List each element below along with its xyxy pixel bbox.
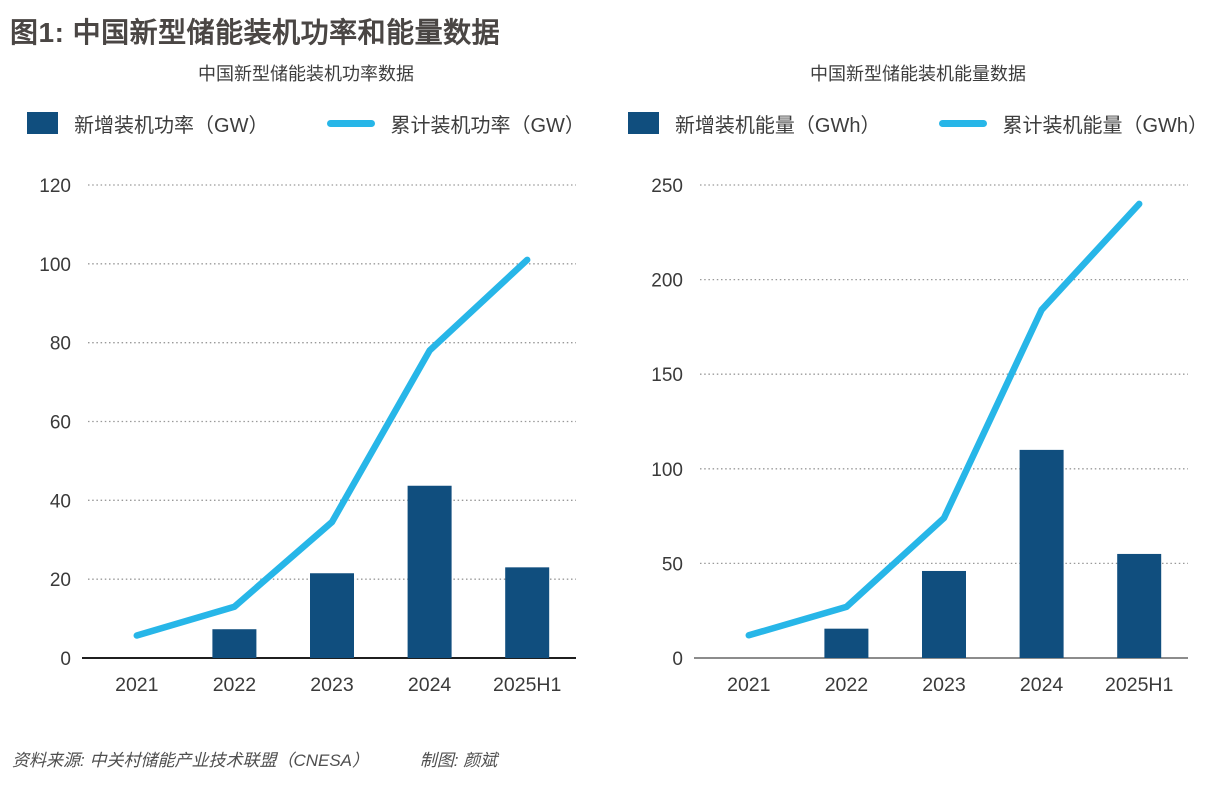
bar-2023 — [310, 573, 354, 658]
y-tick-label-60: 60 — [50, 413, 71, 434]
energy-chart: 中国新型储能装机能量数据 新增装机能量（GWh） 累计装机能量（GWh） 0 50… — [612, 64, 1224, 696]
power-chart: 中国新型储能装机功率数据 新增装机功率（GW） 累计装机功率（GW） 0 20 40… — [0, 64, 612, 696]
cumulative-line — [133, 256, 531, 639]
y-tick-label-20: 20 — [50, 570, 71, 591]
line-swatch-icon — [938, 119, 987, 127]
power-chart-title: 中国新型储能装机功率数据 — [198, 64, 414, 84]
power-chart-plot: 0 20 40 60 80 100 120 2021 2022 2023 2024 2025H1 — [39, 176, 576, 696]
x-tick-label-2022: 2022 — [213, 674, 256, 696]
x-tick-label-2023: 2023 — [310, 674, 353, 696]
bar-2022 — [212, 629, 257, 658]
x-tick-label-2023: 2023 — [922, 674, 965, 696]
legend-label: 累计装机功率（GW） — [390, 114, 585, 137]
bar-2024 — [407, 485, 452, 658]
legend-item-cumulative-energy: 累计装机能量（GWh） — [938, 109, 1209, 138]
x-tick-label-2024: 2024 — [408, 674, 452, 696]
bar-2022 — [824, 628, 869, 658]
y-tick-label-150: 150 — [651, 365, 683, 386]
legend-label: 新增装机功率（GW） — [74, 114, 269, 137]
energy-chart-plot: 0 50 100 150 200 250 2021 2022 2023 2024 2025H1 — [651, 176, 1188, 696]
bar-2023 — [922, 570, 966, 658]
legend-item-new-power: 新增装机功率（GW） — [27, 109, 269, 138]
y-tick-label-100: 100 — [39, 255, 71, 276]
y-tick-label-0: 0 — [60, 649, 71, 670]
cumulative-line — [745, 200, 1143, 639]
y-tick-label-80: 80 — [50, 334, 71, 355]
legend-label: 累计装机能量（GWh） — [1002, 114, 1209, 137]
power-chart-legend: 新增装机功率（GW） 累计装机功率（GW） — [0, 109, 612, 138]
y-tick-label-120: 120 — [39, 176, 71, 197]
figure-footer: 资料来源: 中关村储能产业技术联盟（CNESA） 制图: 颜斌 — [12, 746, 497, 771]
bar-2025H1 — [1117, 553, 1162, 658]
legend-label: 新增装机能量（GWh） — [674, 114, 881, 137]
x-tick-label-2025H1: 2025H1 — [493, 674, 561, 696]
bar-2025H1 — [505, 567, 550, 658]
figure-page: 图1: 中国新型储能装机功率和能量数据 中国新型储能装机功率数据 新增装机功率（… — [0, 16, 1224, 800]
legend-item-new-energy: 新增装机能量（GWh） — [627, 109, 881, 138]
figure-title: 图1: 中国新型储能装机功率和能量数据 — [10, 17, 501, 48]
x-tick-label-2025H1: 2025H1 — [1105, 674, 1173, 696]
x-tick-label-2021: 2021 — [727, 674, 770, 696]
credit-note: 制图: 颜斌 — [419, 751, 498, 770]
y-tick-label-0: 0 — [672, 649, 683, 670]
energy-chart-legend: 新增装机能量（GWh） 累计装机能量（GWh） — [612, 109, 1224, 138]
bar-swatch-icon — [27, 112, 59, 134]
y-tick-label-250: 250 — [651, 176, 683, 197]
line-swatch-icon — [326, 119, 375, 127]
y-tick-label-200: 200 — [651, 271, 683, 292]
source-note: 资料来源: 中关村储能产业技术联盟（CNESA） — [12, 751, 370, 770]
bar-swatch-icon — [627, 112, 659, 134]
legend-item-cumulative-power: 累计装机功率（GW） — [326, 109, 585, 138]
y-tick-label-40: 40 — [50, 491, 71, 512]
x-tick-label-2021: 2021 — [115, 674, 158, 696]
charts-row: 中国新型储能装机功率数据 新增装机功率（GW） 累计装机功率（GW） 0 20 40… — [0, 64, 1224, 696]
y-tick-label-50: 50 — [662, 554, 683, 575]
y-tick-label-100: 100 — [651, 460, 683, 481]
bar-2024 — [1019, 449, 1064, 658]
x-tick-label-2022: 2022 — [825, 674, 868, 696]
energy-chart-title: 中国新型储能装机能量数据 — [810, 64, 1026, 84]
x-tick-label-2024: 2024 — [1020, 674, 1064, 696]
